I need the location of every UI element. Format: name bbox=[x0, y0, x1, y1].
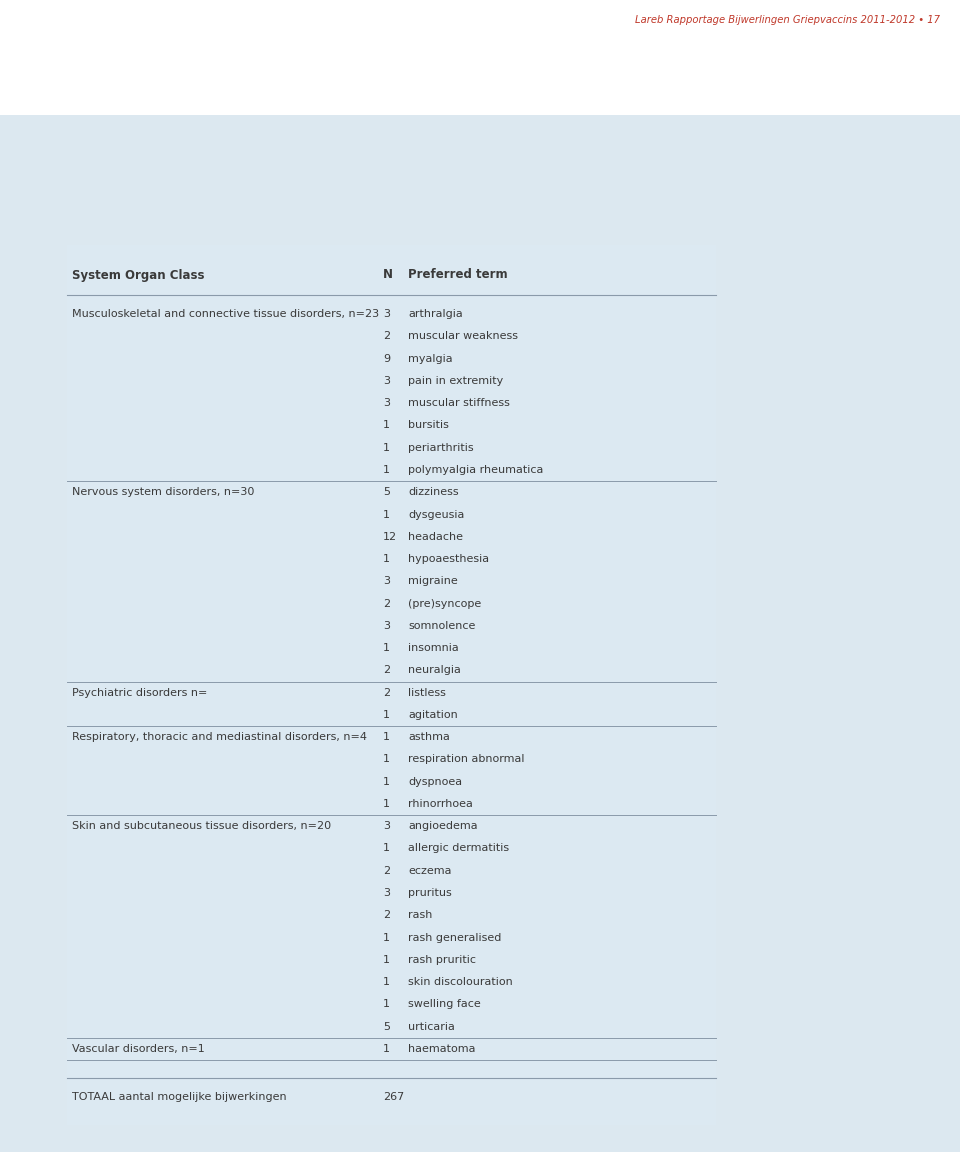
Text: swelling face: swelling face bbox=[408, 999, 481, 1009]
Text: 1: 1 bbox=[383, 465, 390, 475]
Text: Lareb Rapportage Bijwerlingen Griepvaccins 2011-2012 • 17: Lareb Rapportage Bijwerlingen Griepvacci… bbox=[635, 15, 940, 25]
Text: TOTAAL aantal mogelijke bijwerkingen: TOTAAL aantal mogelijke bijwerkingen bbox=[72, 1091, 287, 1101]
Text: respiration abnormal: respiration abnormal bbox=[408, 755, 524, 765]
Text: Vascular disorders, n=1: Vascular disorders, n=1 bbox=[72, 1044, 204, 1054]
Text: polymyalgia rheumatica: polymyalgia rheumatica bbox=[408, 465, 543, 475]
Text: bursitis: bursitis bbox=[408, 420, 449, 431]
Text: 1: 1 bbox=[383, 955, 390, 965]
Text: 1: 1 bbox=[383, 755, 390, 765]
Text: migraine: migraine bbox=[408, 576, 458, 586]
Text: listless: listless bbox=[408, 688, 445, 698]
Text: N: N bbox=[383, 268, 393, 281]
Text: eczema: eczema bbox=[408, 866, 451, 876]
Text: rhinorrhoea: rhinorrhoea bbox=[408, 799, 473, 809]
Text: 1: 1 bbox=[383, 776, 390, 787]
Text: System Organ Class: System Organ Class bbox=[72, 268, 204, 281]
Text: somnolence: somnolence bbox=[408, 621, 475, 631]
Text: dyspnoea: dyspnoea bbox=[408, 776, 462, 787]
Text: Preferred term: Preferred term bbox=[408, 268, 508, 281]
Text: 5: 5 bbox=[383, 487, 390, 498]
Text: asthma: asthma bbox=[408, 733, 450, 742]
Text: 1: 1 bbox=[383, 1044, 390, 1054]
Text: 267: 267 bbox=[383, 1091, 404, 1101]
Text: pain in extremity: pain in extremity bbox=[408, 376, 503, 386]
Text: 3: 3 bbox=[383, 399, 390, 408]
Text: skin discolouration: skin discolouration bbox=[408, 977, 513, 987]
Text: periarthritis: periarthritis bbox=[408, 442, 473, 453]
Text: haematoma: haematoma bbox=[408, 1044, 475, 1054]
Text: headache: headache bbox=[408, 532, 463, 541]
Text: agitation: agitation bbox=[408, 710, 458, 720]
Text: rash pruritic: rash pruritic bbox=[408, 955, 476, 965]
Text: Psychiatric disorders n=: Psychiatric disorders n= bbox=[72, 688, 207, 698]
Text: 1: 1 bbox=[383, 843, 390, 854]
Text: 1: 1 bbox=[383, 933, 390, 942]
Text: myalgia: myalgia bbox=[408, 354, 452, 364]
Bar bbox=[67, 245, 716, 1126]
Text: (pre)syncope: (pre)syncope bbox=[408, 599, 481, 608]
Text: dysgeusia: dysgeusia bbox=[408, 509, 465, 520]
Text: neuralgia: neuralgia bbox=[408, 666, 461, 675]
Text: angioedema: angioedema bbox=[408, 821, 478, 832]
Text: 1: 1 bbox=[383, 710, 390, 720]
Text: rash: rash bbox=[408, 910, 432, 920]
Text: 9: 9 bbox=[383, 354, 390, 364]
Text: 2: 2 bbox=[383, 332, 390, 341]
Text: 2: 2 bbox=[383, 910, 390, 920]
Text: 2: 2 bbox=[383, 866, 390, 876]
Text: 2: 2 bbox=[383, 599, 390, 608]
Text: Musculoskeletal and connective tissue disorders, n=23: Musculoskeletal and connective tissue di… bbox=[72, 309, 379, 319]
Text: 1: 1 bbox=[383, 509, 390, 520]
Text: hypoaesthesia: hypoaesthesia bbox=[408, 554, 490, 564]
Text: rash generalised: rash generalised bbox=[408, 933, 501, 942]
Text: 3: 3 bbox=[383, 576, 390, 586]
Text: 2: 2 bbox=[383, 666, 390, 675]
Text: 3: 3 bbox=[383, 821, 390, 832]
Text: 1: 1 bbox=[383, 733, 390, 742]
Text: urticaria: urticaria bbox=[408, 1022, 455, 1031]
Text: 1: 1 bbox=[383, 999, 390, 1009]
Text: 1: 1 bbox=[383, 977, 390, 987]
Text: arthralgia: arthralgia bbox=[408, 309, 463, 319]
Text: dizziness: dizziness bbox=[408, 487, 459, 498]
Text: pruritus: pruritus bbox=[408, 888, 452, 899]
Text: 1: 1 bbox=[383, 442, 390, 453]
Text: muscular stiffness: muscular stiffness bbox=[408, 399, 510, 408]
Text: 1: 1 bbox=[383, 420, 390, 431]
Text: 3: 3 bbox=[383, 888, 390, 899]
Text: Respiratory, thoracic and mediastinal disorders, n=4: Respiratory, thoracic and mediastinal di… bbox=[72, 733, 367, 742]
Text: Nervous system disorders, n=30: Nervous system disorders, n=30 bbox=[72, 487, 254, 498]
Text: 2: 2 bbox=[383, 688, 390, 698]
Text: 3: 3 bbox=[383, 376, 390, 386]
Text: insomnia: insomnia bbox=[408, 643, 459, 653]
Text: allergic dermatitis: allergic dermatitis bbox=[408, 843, 509, 854]
Text: 5: 5 bbox=[383, 1022, 390, 1031]
Text: 1: 1 bbox=[383, 554, 390, 564]
Text: 3: 3 bbox=[383, 309, 390, 319]
Text: muscular weakness: muscular weakness bbox=[408, 332, 518, 341]
Text: 1: 1 bbox=[383, 799, 390, 809]
Text: 12: 12 bbox=[383, 532, 397, 541]
Text: 3: 3 bbox=[383, 621, 390, 631]
Text: 1: 1 bbox=[383, 643, 390, 653]
Text: Skin and subcutaneous tissue disorders, n=20: Skin and subcutaneous tissue disorders, … bbox=[72, 821, 331, 832]
